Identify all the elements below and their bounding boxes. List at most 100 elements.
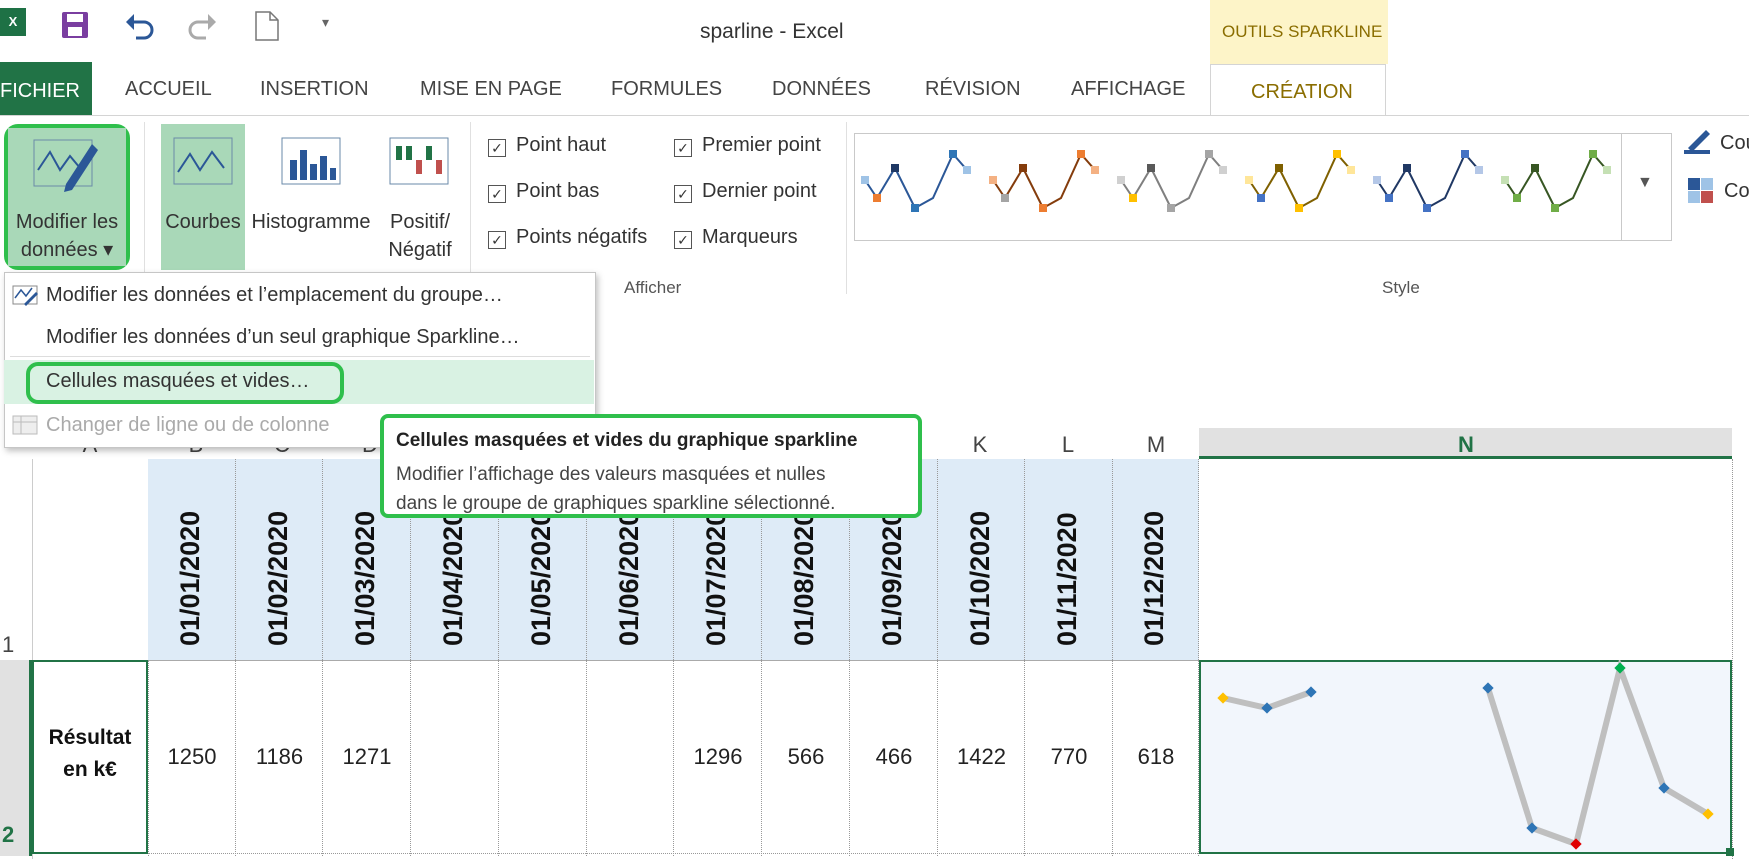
tab-mise-en-page[interactable]: MISE EN PAGE (420, 78, 562, 100)
histogramme-label[interactable]: Histogramme (251, 211, 371, 233)
value-cell[interactable]: 1296 (693, 744, 743, 769)
title-bar: X ▾ sparline - Excel (0, 0, 1749, 62)
col-divider (322, 660, 324, 856)
win-loss-sparkline-icon[interactable] (386, 134, 454, 190)
edit-data-label-2: données ▾ (20, 239, 114, 261)
value-cell[interactable]: 466 (875, 744, 913, 769)
date-label: 01/05/2020 (526, 510, 556, 646)
menu-item-edit-group[interactable]: Modifier les données et l’emplacement du… (46, 284, 503, 306)
column-sparkline-icon[interactable] (278, 134, 346, 190)
col-header-n-bg[interactable] (1199, 428, 1732, 459)
col-divider (148, 660, 150, 856)
posneg-label-2: Négatif (388, 239, 452, 261)
menu-item-edit-single[interactable]: Modifier les données d’un seul graphique… (46, 326, 520, 348)
date-label: 01/08/2020 (789, 510, 819, 646)
posneg-label-1[interactable]: Positif/ (389, 211, 451, 233)
menu-item-hidden-empty-cells[interactable]: Cellules masquées et vides… (46, 370, 310, 392)
tab-formules[interactable]: FORMULES (611, 78, 723, 100)
edit-data-highlight (4, 124, 130, 270)
date-cell[interactable] (938, 459, 1025, 660)
sparkline-edit-icon (33, 139, 98, 192)
fill-handle[interactable] (1726, 848, 1734, 856)
sparkline-tools-context (1210, 0, 1388, 64)
checkbox-points-negatifs[interactable]: ✓ Points négatifs (488, 226, 647, 249)
checkbox-checked-icon: ✓ (674, 139, 692, 157)
col-divider (673, 660, 675, 856)
col-divider (235, 660, 237, 856)
col-divider (586, 660, 588, 856)
tab-accueil[interactable]: ACCUEIL (125, 78, 212, 100)
value-cell[interactable]: 1271 (342, 744, 392, 769)
tab-creation[interactable]: CRÉATION (1210, 64, 1386, 116)
col-header-n[interactable]: N (1458, 432, 1474, 457)
style-3 (1117, 150, 1227, 212)
style-gallery[interactable]: ▼ (854, 133, 1672, 241)
tab-donnees[interactable]: DONNÉES (772, 78, 871, 100)
value-cell[interactable]: 1250 (167, 744, 217, 769)
value-cell[interactable]: 1186 (255, 744, 304, 769)
tooltip-title: Cellules masquées et vides du graphique … (396, 430, 858, 451)
date-label: 01/01/2020 (175, 510, 205, 646)
tab-affichage[interactable]: AFFICHAGE (1071, 78, 1186, 100)
tab-fichier[interactable]: FICHIER (0, 62, 92, 116)
checkbox-checked-icon: ✓ (488, 185, 506, 203)
cell-a2[interactable] (32, 660, 148, 854)
ribbon-separator (846, 122, 847, 294)
tooltip: Cellules masquées et vides du graphique … (380, 414, 922, 518)
undo-icon[interactable] (122, 10, 156, 42)
col-divider (1024, 660, 1026, 856)
value-cell[interactable]: 618 (1137, 744, 1175, 769)
date-cell[interactable] (1113, 459, 1199, 660)
save-icon[interactable] (60, 10, 90, 40)
row-header-2[interactable]: 2 (2, 822, 15, 847)
style-4 (1245, 150, 1355, 212)
checkbox-point-bas[interactable]: ✓ Point bas (488, 180, 599, 203)
tab-insertion[interactable]: INSERTION (260, 78, 369, 100)
col-divider (937, 660, 939, 856)
sparkline-cell-n2[interactable] (1199, 660, 1732, 854)
ribbon-separator (144, 122, 145, 294)
menu-item-switch-row-column: Changer de ligne ou de colonne (46, 414, 330, 436)
date-cell[interactable] (236, 459, 323, 660)
date-label: 01/12/2020 (1139, 510, 1169, 646)
col-divider (1732, 459, 1734, 859)
new-document-icon[interactable] (254, 10, 280, 42)
customize-qat-icon[interactable]: ▾ (322, 14, 330, 30)
value-cell[interactable]: 770 (1050, 744, 1088, 769)
gallery-more-icon[interactable]: ▼ (1637, 174, 1653, 191)
group-label-afficher: Afficher (624, 278, 682, 297)
sparkline-style-previews[interactable] (855, 134, 1623, 238)
date-cell[interactable] (1025, 459, 1113, 660)
col-header-m[interactable]: M (1146, 432, 1166, 457)
row-header-1[interactable]: 1 (2, 632, 15, 657)
checkbox-point-haut[interactable]: ✓ Point haut (488, 134, 606, 157)
redo-icon[interactable] (186, 10, 220, 42)
row-label-line-1: Résultat (48, 726, 132, 749)
courbes-button[interactable] (161, 124, 245, 270)
checkbox-marqueurs[interactable]: ✓ Marqueurs (674, 226, 798, 249)
col-divider (849, 660, 851, 856)
menu-item-highlight (4, 360, 594, 404)
row-divider (32, 853, 1732, 855)
sparkline-color-icon[interactable] (1682, 128, 1714, 158)
edit-data-button[interactable] (8, 128, 126, 266)
marker-color-icon[interactable] (1686, 176, 1716, 206)
hidden-empty-highlight (26, 362, 344, 404)
tooltip-body: Modifier l’affichage des valeurs masquée… (396, 464, 836, 514)
marker-color-label[interactable]: Co (1724, 180, 1749, 202)
style-2 (989, 150, 1099, 212)
date-label: 01/09/2020 (877, 510, 907, 646)
col-header-k[interactable]: K (972, 432, 988, 457)
date-cell[interactable] (148, 459, 236, 660)
value-cell[interactable]: 1422 (957, 744, 1006, 769)
col-header-l[interactable]: L (1061, 432, 1075, 457)
checkbox-checked-icon: ✓ (488, 139, 506, 157)
group-label-style: Style (1382, 278, 1420, 297)
sparkline-color-label[interactable]: Cou (1720, 132, 1749, 154)
checkbox-premier-point[interactable]: ✓ Premier point (674, 134, 821, 157)
date-label: 01/02/2020 (262, 510, 293, 646)
value-cell[interactable]: 566 (787, 744, 825, 769)
checkbox-dernier-point[interactable]: ✓ Dernier point (674, 180, 817, 203)
tab-revision[interactable]: RÉVISION (925, 78, 1021, 100)
edit-data-label-1: Modifier les (15, 211, 119, 233)
